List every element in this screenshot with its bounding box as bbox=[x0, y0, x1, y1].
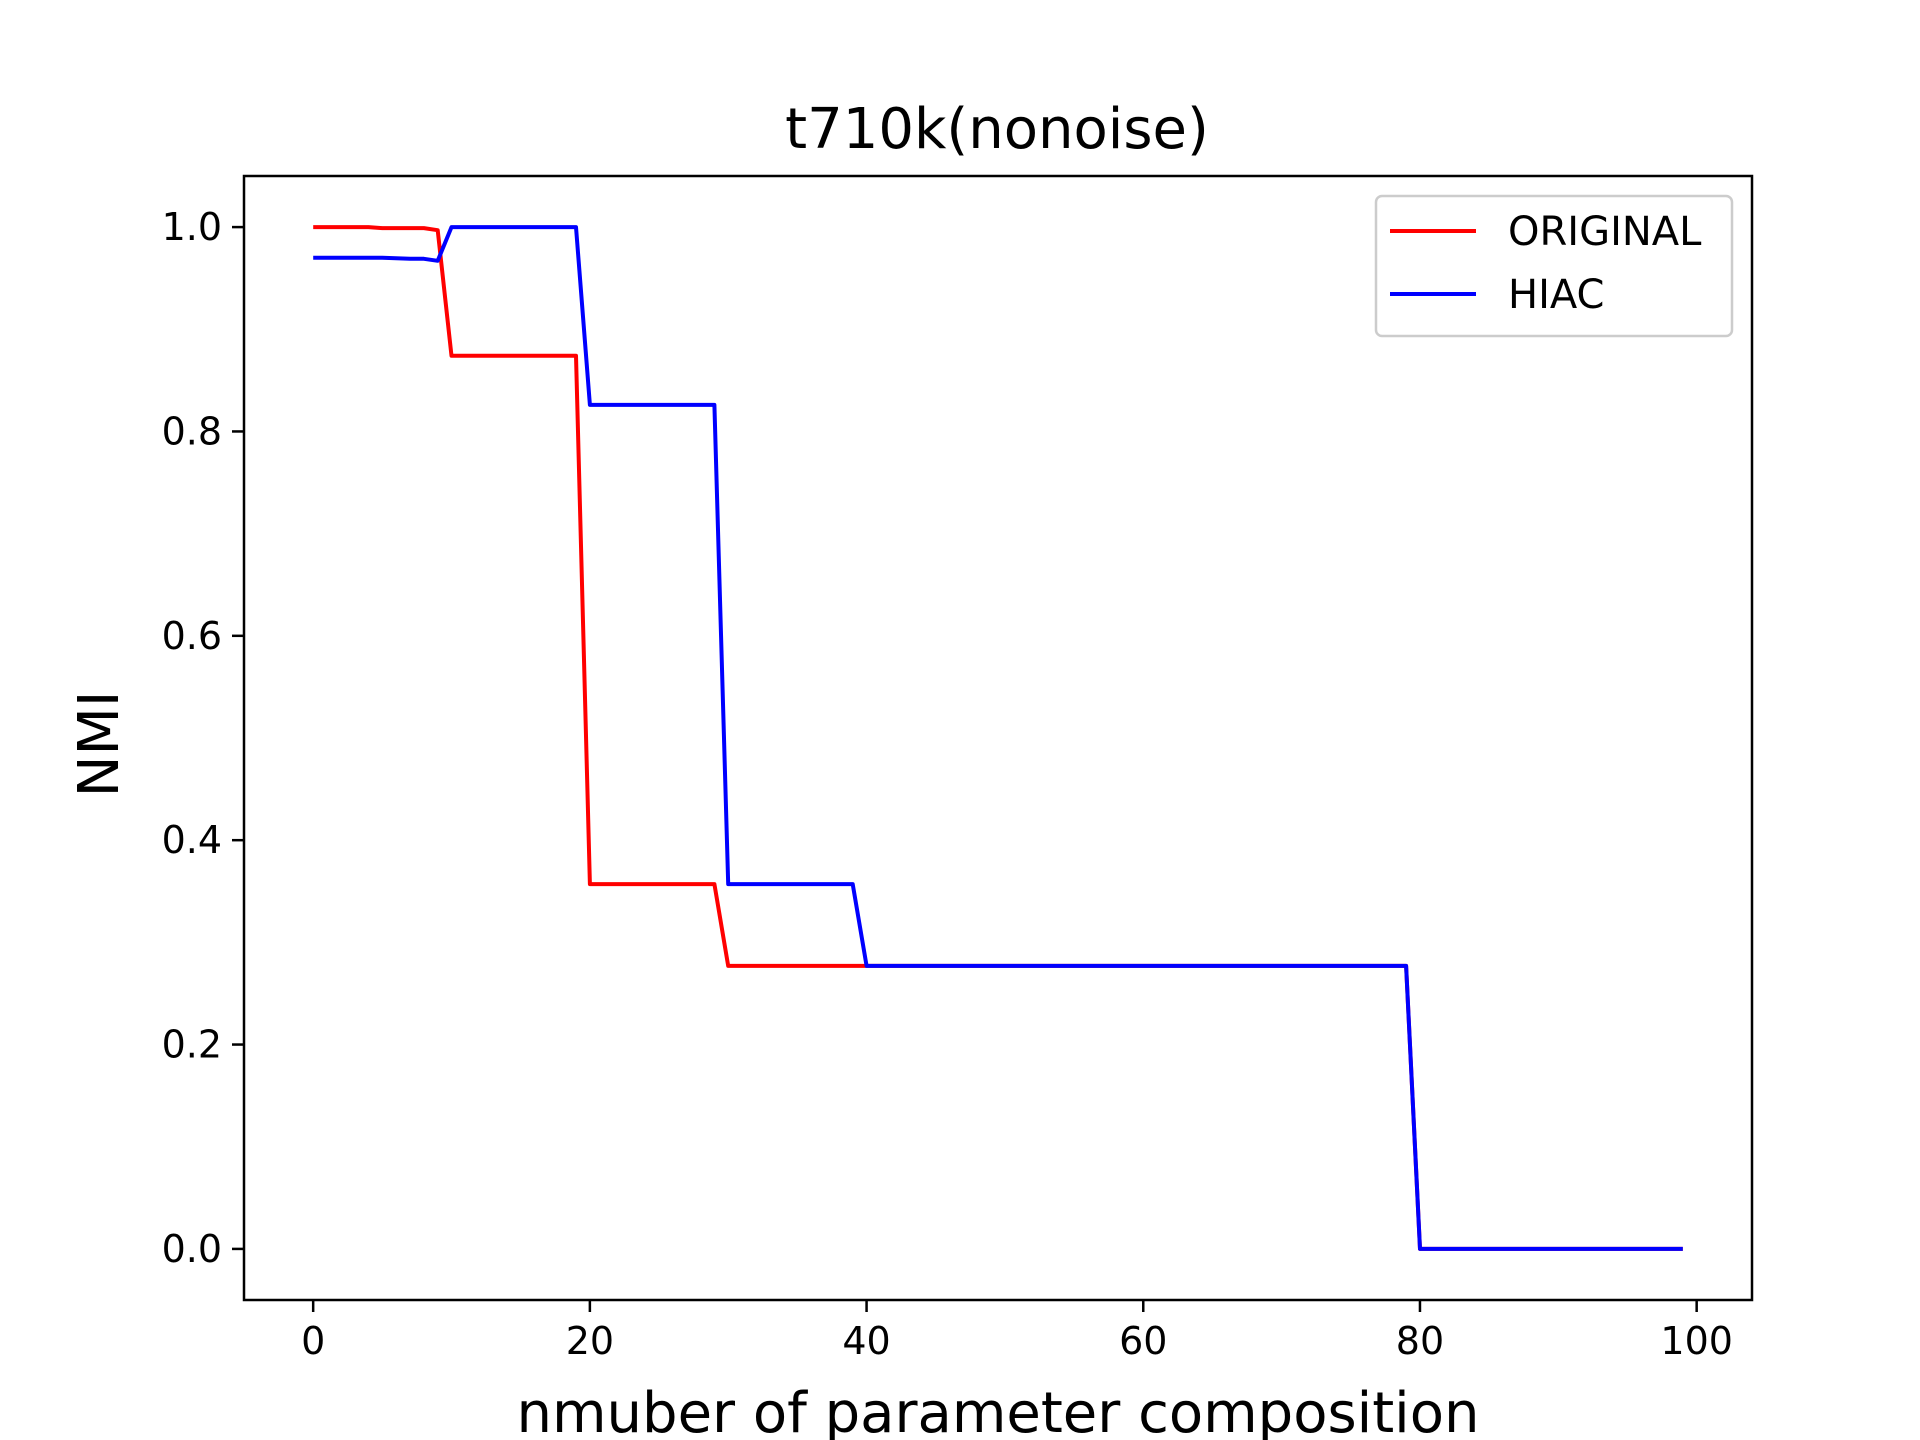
chart-title: t710k(nonoise) bbox=[785, 97, 1209, 162]
y-tick-label: 0.8 bbox=[162, 409, 222, 453]
x-axis: 0 20 40 60 80 100 bbox=[301, 1300, 1733, 1363]
legend-label-hiac: HIAC bbox=[1508, 272, 1604, 318]
y-tick-label: 0.0 bbox=[162, 1227, 222, 1271]
y-tick-label: 0.6 bbox=[162, 614, 222, 658]
x-tick-label: 40 bbox=[842, 1319, 890, 1363]
x-axis-label: nmuber of parameter composition bbox=[517, 1381, 1480, 1440]
x-tick-label: 80 bbox=[1396, 1319, 1444, 1363]
x-tick-label: 0 bbox=[301, 1319, 325, 1363]
series-line-original bbox=[313, 225, 1683, 1251]
x-tick-label: 20 bbox=[566, 1319, 614, 1363]
series-line-hiac bbox=[313, 225, 1683, 1251]
x-tick-label: 60 bbox=[1119, 1319, 1167, 1363]
plot-area bbox=[313, 225, 1683, 1251]
y-tick-label: 0.4 bbox=[162, 818, 222, 862]
legend: ORIGINAL HIAC bbox=[1374, 194, 1734, 338]
y-axis: 0.0 0.2 0.4 0.6 0.8 1.0 bbox=[162, 205, 244, 1271]
y-tick-label: 0.2 bbox=[162, 1023, 222, 1067]
y-tick-label: 1.0 bbox=[162, 205, 222, 249]
x-tick-label: 100 bbox=[1660, 1319, 1733, 1363]
legend-label-original: ORIGINAL bbox=[1508, 209, 1702, 255]
plot-frame bbox=[242, 174, 1754, 1302]
y-axis-label: NMI bbox=[67, 691, 132, 798]
